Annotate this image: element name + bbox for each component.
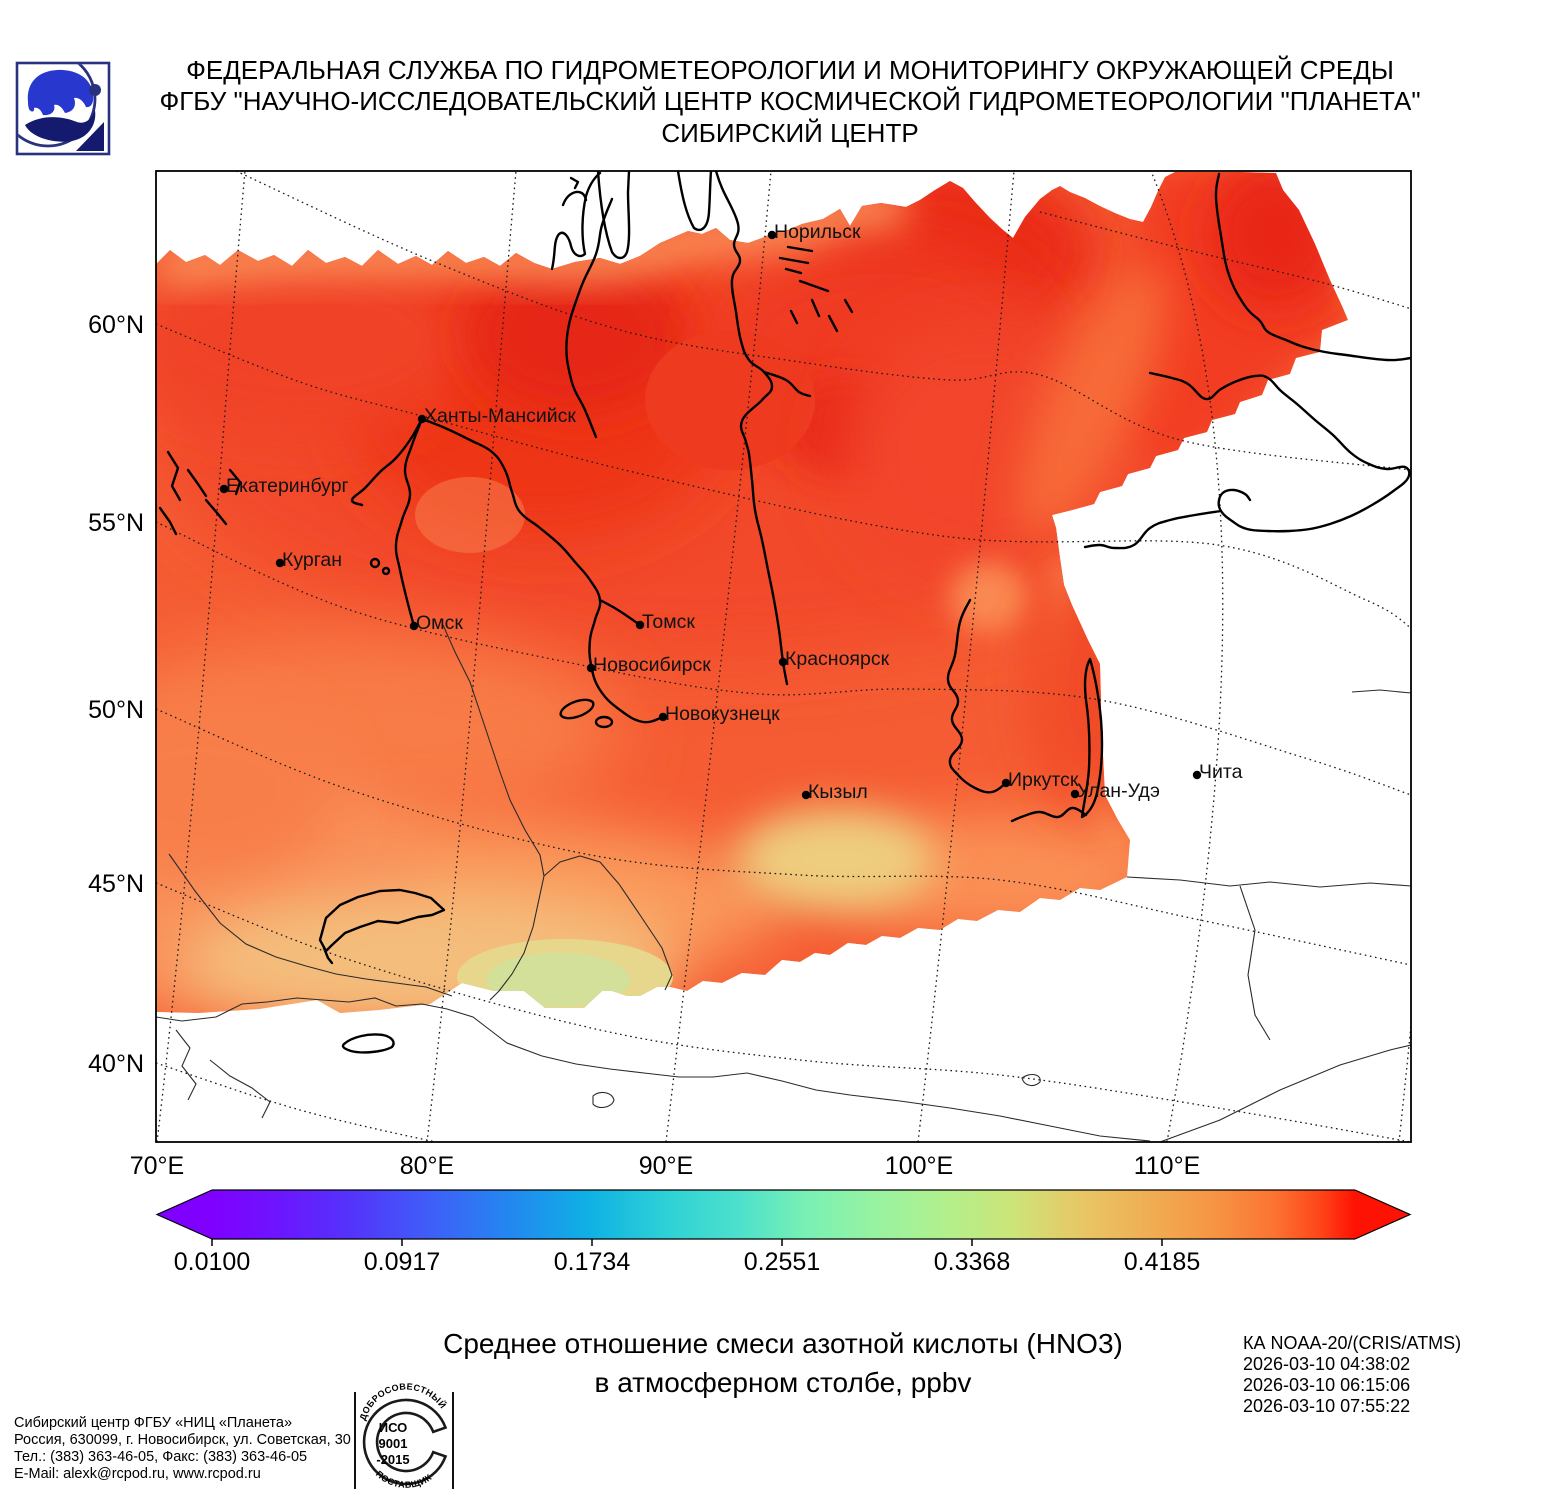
svg-text:60°N: 60°N — [88, 311, 144, 339]
svg-text:0.0917: 0.0917 — [364, 1248, 440, 1276]
svg-text:Курган: Курган — [282, 549, 342, 571]
svg-text:45°N: 45°N — [88, 870, 144, 898]
svg-text:Улан-Удэ: Улан-Удэ — [1077, 780, 1160, 802]
svg-text:2026-03-10 07:55:22: 2026-03-10 07:55:22 — [1243, 1396, 1410, 1416]
svg-text:Омск: Омск — [416, 612, 463, 634]
svg-text:Иркутск: Иркутск — [1008, 769, 1079, 791]
svg-text:Красноярск: Красноярск — [785, 648, 890, 670]
svg-text:100°E: 100°E — [885, 1152, 953, 1180]
svg-text:40°N: 40°N — [88, 1050, 144, 1078]
svg-text:в атмосферном столбе, ppbv: в атмосферном столбе, ppbv — [595, 1367, 972, 1398]
svg-text:Среднее отношение смеси азотно: Среднее отношение смеси азотной кислоты … — [443, 1328, 1123, 1359]
svg-text:КА NOAA-20/(CRIS/ATMS): КА NOAA-20/(CRIS/ATMS) — [1243, 1333, 1461, 1353]
svg-text:0.3368: 0.3368 — [934, 1248, 1010, 1276]
svg-text:Новокузнецк: Новокузнецк — [665, 703, 780, 725]
svg-text:0.4185: 0.4185 — [1124, 1248, 1200, 1276]
svg-text:50°N: 50°N — [88, 696, 144, 724]
svg-text:ИСО: ИСО — [379, 1420, 408, 1435]
svg-text:Россия, 630099, г. Новосибирск: Россия, 630099, г. Новосибирск, ул. Сове… — [14, 1432, 351, 1448]
svg-text:2026-03-10 06:15:06: 2026-03-10 06:15:06 — [1243, 1375, 1410, 1395]
svg-text:55°N: 55°N — [88, 509, 144, 537]
svg-text:80°E: 80°E — [400, 1152, 454, 1180]
svg-text:0.2551: 0.2551 — [744, 1248, 820, 1276]
svg-text:Норильск: Норильск — [774, 221, 861, 243]
svg-text:Новосибирск: Новосибирск — [593, 654, 711, 676]
svg-text:Ханты-Мансийск: Ханты-Мансийск — [424, 405, 576, 427]
svg-text:ФГБУ "НАУЧНО-ИССЛЕДОВАТЕЛЬСКИЙ: ФГБУ "НАУЧНО-ИССЛЕДОВАТЕЛЬСКИЙ ЦЕНТР КОС… — [159, 86, 1420, 116]
svg-text:2026-03-10 04:38:02: 2026-03-10 04:38:02 — [1243, 1354, 1410, 1374]
svg-text:-2015: -2015 — [376, 1452, 409, 1467]
svg-text:70°E: 70°E — [130, 1152, 184, 1180]
svg-text:9001: 9001 — [379, 1436, 408, 1451]
svg-text:СИБИРСКИЙ ЦЕНТР: СИБИРСКИЙ ЦЕНТР — [661, 118, 918, 148]
svg-text:Екатеринбург: Екатеринбург — [226, 475, 349, 497]
svg-text:Тел.: (383) 363-46-05, Факс: (: Тел.: (383) 363-46-05, Факс: (383) 363-4… — [14, 1449, 307, 1465]
svg-text:ФЕДЕРАЛЬНАЯ СЛУЖБА ПО ГИДРОМЕТ: ФЕДЕРАЛЬНАЯ СЛУЖБА ПО ГИДРОМЕТЕОРОЛОГИИ … — [186, 55, 1394, 85]
svg-text:90°E: 90°E — [639, 1152, 693, 1180]
svg-text:Сибирский центр ФГБУ «НИЦ «Пла: Сибирский центр ФГБУ «НИЦ «Планета» — [14, 1415, 292, 1431]
svg-text:110°E: 110°E — [1134, 1152, 1201, 1180]
svg-text:0.0100: 0.0100 — [174, 1248, 250, 1276]
svg-text:E-Mail: alexk@rcpod.ru, www.rc: E-Mail: alexk@rcpod.ru, www.rcpod.ru — [14, 1466, 261, 1482]
svg-text:0.1734: 0.1734 — [554, 1248, 631, 1276]
svg-text:Кызыл: Кызыл — [808, 781, 868, 803]
svg-text:Чита: Чита — [1199, 761, 1243, 783]
svg-text:Томск: Томск — [642, 611, 695, 633]
